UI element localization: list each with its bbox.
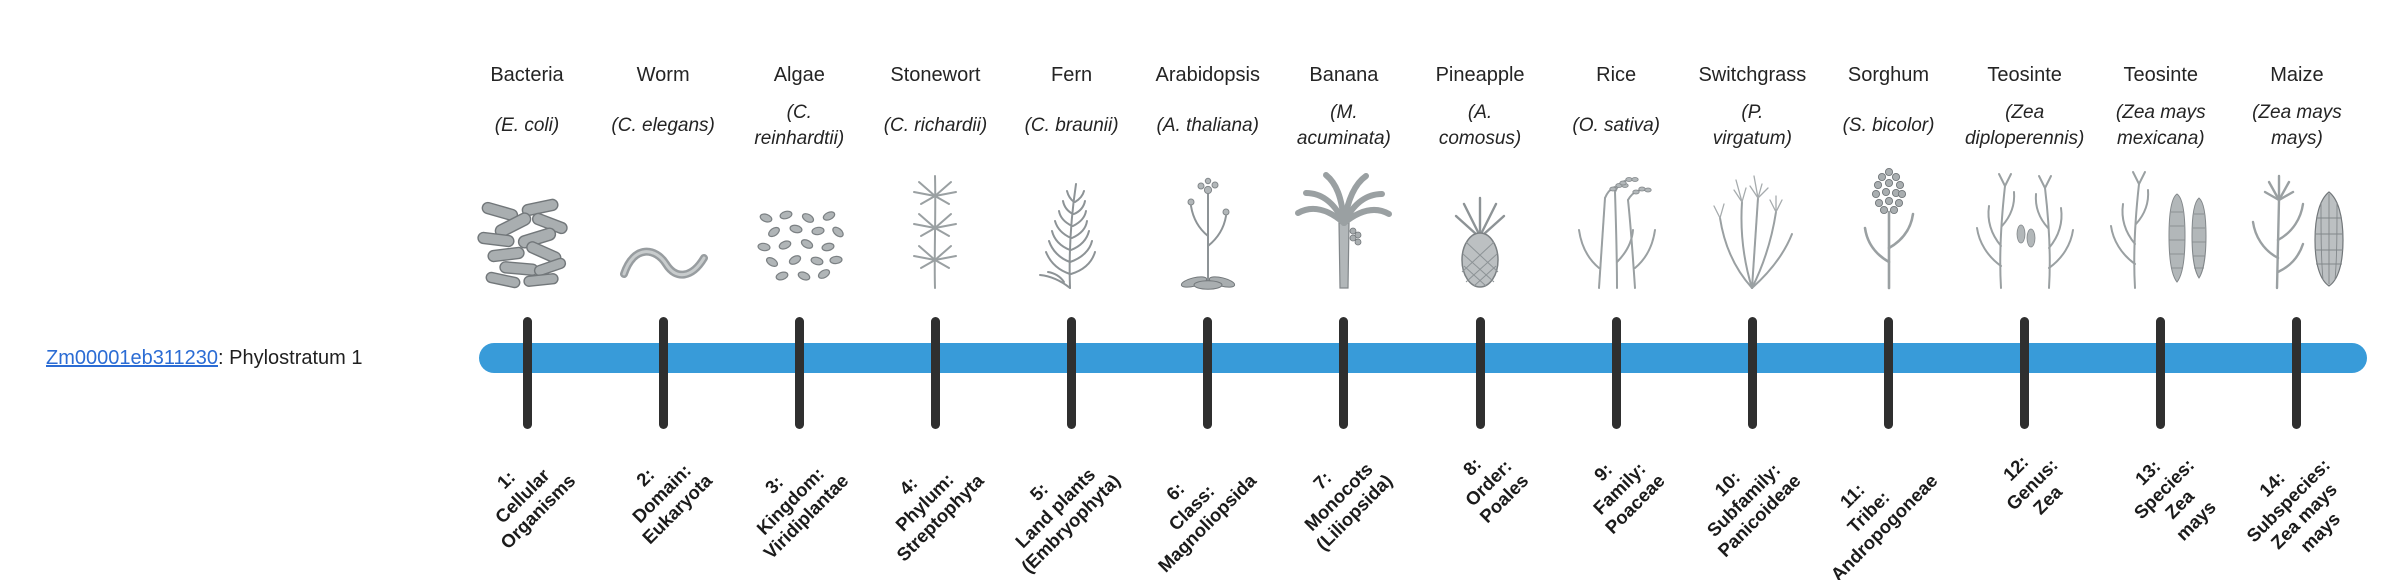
organism-common-name: Sorghum [1847,64,1930,86]
phylostratum-label: 13: Species: Zea mays [2128,453,2220,545]
organism-scientific-name: (O. sativa) [1572,115,1660,136]
phylostratum-tick [1475,317,1485,429]
stonewort-icon [850,160,1020,290]
organism-column: Algae (C. reinhardtii) [714,62,884,290]
phylostratum-tick [794,317,804,429]
organism-common-name: Bacteria [490,64,564,86]
organism-scientific-name: (C. reinhardtii) [754,102,845,149]
phylostratum-tick [2292,317,2302,429]
phylostratum-tick [2020,317,2030,429]
organism-column: Worm (C. elegans) [578,62,748,290]
phylostratum-label: 8: Order: Poales [1459,453,1533,527]
organism-scientific-name: (Zea diploperennis) [1964,102,2085,149]
organism-scientific-name: (C. elegans) [611,115,715,136]
algae-icon [714,160,884,290]
gene-id-link[interactable]: Zm00001eb311230 [46,347,218,369]
organism-scientific-name: (M. acuminata) [1296,102,1391,149]
organism-common-name: Banana [1309,64,1379,86]
organism-column: Teosinte (Zea mays mexicana) [2076,62,2246,290]
phylostratum-tick [1339,317,1349,429]
organism-column: Stonewort (C. richardii) [850,62,1020,290]
phylostratum-label: 14: Subspecies: Zea mays mays [2241,453,2344,556]
maize-icon [2212,160,2382,290]
sorghum-icon [1804,160,1974,290]
pineapple-icon [1395,160,1565,290]
phylostratum-label: 4: Phylum: Streptophyta [891,468,989,566]
organism-column: Fern (C. braunii) [987,62,1157,290]
organism-common-name: Fern [1051,64,1093,86]
organism-column: Pineapple (A. comosus) [1395,62,1565,290]
organism-common-name: Maize [2270,64,2324,86]
phylostratum-tick [1884,317,1893,429]
phylostratum-label: 9: Family: Poaceae [1588,457,1669,538]
teosinte-icon [1940,160,2110,290]
phylostratum-label: 7: Monocots (Liliopsida) [1300,457,1397,555]
organism-common-name: Rice [1596,64,1637,86]
organism-scientific-name: (C. braunii) [1024,115,1119,136]
organism-scientific-name: (E. coli) [494,115,560,136]
arabidopsis-icon [1123,160,1293,290]
phylostratum-tick [930,317,940,429]
gene-phylostratum-text: : Phylostratum 1 [218,347,363,369]
phylostratum-label: 12: Genus: Zea [1998,451,2067,519]
phylostratum-label: 3: Kingdom: Viridiplantae [751,462,853,564]
organism-column: Bacteria (E. coli) [442,62,612,290]
phylostratum-label: 5: Land plants (Embryophyta) [1010,463,1125,578]
phylostratum-label: 11: Tribe: Andropogoneae [1826,469,1942,580]
organism-common-name: Arabidopsis [1155,64,1260,86]
organism-column: Switchgrass (P. virgatum) [1667,62,1837,290]
organism-column: Banana (M. acuminata) [1259,62,1429,290]
phylostratum-label: 10: Subfamily: Panicoideae [1702,458,1806,562]
phylostratum-tick [2156,317,2166,429]
organism-column: Rice (O. sativa) [1531,62,1701,290]
organism-common-name: Algae [773,64,825,86]
gene-label: Zm00001eb311230: Phylostratum 1 [46,347,363,370]
organism-scientific-name: (Zea mays mays) [2252,102,2342,149]
phylostratum-tick [1747,317,1757,429]
organism-scientific-name: (S. bicolor) [1842,115,1935,136]
phylostratum-label: 6: Class: Magnoliopsida [1154,469,1261,577]
phylostratum-tick [1067,317,1077,429]
phylostratum-tick [658,317,668,429]
rice-icon [1531,160,1701,290]
banana-icon [1259,160,1429,290]
fern-icon [987,160,1157,290]
switchgrass-icon [1667,160,1837,290]
organism-common-name: Pineapple [1435,64,1525,86]
organism-scientific-name: (Zea mays mexicana) [2115,102,2206,149]
phylostratum-label: 2: Domain: Eukaryota [627,459,716,549]
teosinte-ear-icon [2076,160,2246,290]
organism-common-name: Switchgrass [1698,64,1807,86]
organism-scientific-name: (A. comosus) [1438,102,1522,149]
organism-common-name: Worm [636,64,690,86]
organism-common-name: Teosinte [2123,64,2199,86]
phylostratum-tick [1611,317,1621,429]
phylostratum-bar [479,343,2367,373]
organism-scientific-name: (A. thaliana) [1156,115,1259,136]
phylostratum-label: 1: Cellular Organisms [490,464,580,554]
organism-scientific-name: (C. richardii) [883,115,988,136]
organism-column: Maize (Zea mays mays) [2212,62,2382,290]
organism-common-name: Teosinte [1987,64,2062,86]
organism-common-name: Stonewort [890,64,981,86]
phylostratum-tick [1203,317,1213,429]
organism-column: Sorghum (S. bicolor) [1804,62,1974,290]
phylostratum-tick [522,317,532,429]
bacteria-icon [442,160,612,290]
worm-icon [578,160,748,290]
organism-scientific-name: (P. virgatum) [1712,102,1792,149]
organism-column: Arabidopsis (A. thaliana) [1123,62,1293,290]
organism-column: Teosinte (Zea diploperennis) [1940,62,2110,290]
